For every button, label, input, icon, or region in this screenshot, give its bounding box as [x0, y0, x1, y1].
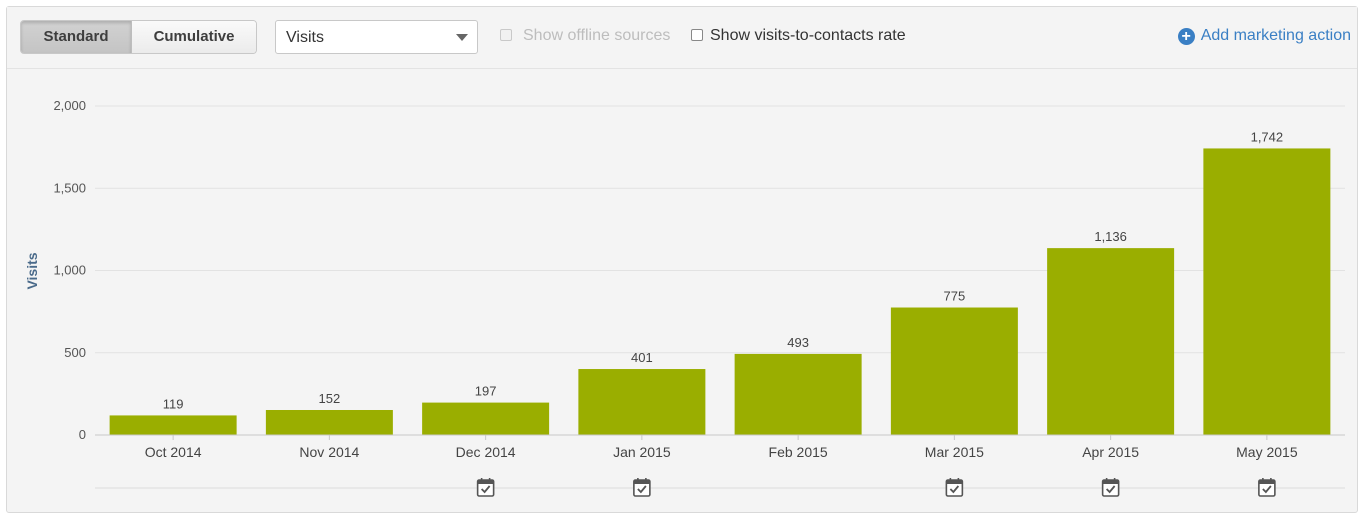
data-label: 493 [787, 335, 809, 350]
data-label: 197 [475, 384, 497, 399]
bar[interactable] [578, 369, 706, 435]
bar[interactable] [265, 409, 393, 435]
contacts-rate-checkbox[interactable] [691, 29, 703, 41]
calendar-check-icon[interactable] [945, 478, 964, 497]
bar[interactable] [1203, 148, 1331, 436]
x-tick-label: May 2015 [1236, 444, 1298, 460]
y-tick-label: 1,500 [53, 180, 86, 195]
add-marketing-action-label: Add marketing action [1200, 27, 1351, 44]
metric-select-value: Visits [286, 29, 324, 46]
add-marketing-action-link[interactable]: + Add marketing action [1177, 27, 1351, 45]
x-tick-label: Nov 2014 [299, 444, 359, 460]
bar[interactable] [890, 307, 1018, 435]
tab-standard[interactable]: Standard [21, 21, 132, 53]
data-label: 1,136 [1094, 229, 1127, 244]
plus-circle-icon: + [1177, 27, 1195, 45]
x-tick-label: Apr 2015 [1082, 444, 1139, 460]
toolbar: Standard Cumulative Visits Show offline … [7, 7, 1357, 69]
y-tick-label: 2,000 [53, 98, 86, 113]
calendar-check-icon[interactable] [1258, 478, 1276, 497]
view-toggle: Standard Cumulative [20, 20, 257, 54]
y-axis-label: Visits [24, 252, 40, 289]
data-label: 775 [944, 289, 966, 304]
offline-sources-checkbox [500, 29, 512, 41]
tab-cumulative[interactable]: Cumulative [132, 21, 256, 53]
contacts-rate-label[interactable]: Show visits-to-contacts rate [710, 27, 906, 44]
bar[interactable] [422, 402, 550, 435]
x-tick-label: Oct 2014 [145, 444, 202, 460]
calendar-check-icon[interactable] [476, 478, 495, 497]
data-label: 1,742 [1251, 129, 1284, 144]
x-tick-label: Jan 2015 [613, 444, 671, 460]
bar[interactable] [1047, 248, 1175, 435]
y-tick-label: 0 [79, 427, 86, 442]
x-tick-label: Mar 2015 [925, 444, 984, 460]
x-tick-label: Feb 2015 [769, 444, 828, 460]
data-label: 152 [319, 391, 341, 406]
calendar-check-icon[interactable] [1101, 478, 1120, 497]
offline-sources-label: Show offline sources [523, 27, 671, 44]
bar[interactable] [734, 353, 862, 435]
calendar-check-icon[interactable] [633, 478, 651, 497]
y-tick-label: 500 [64, 345, 86, 360]
x-tick-label: Dec 2014 [456, 444, 516, 460]
data-label: 401 [631, 350, 653, 365]
chevron-down-icon [456, 34, 468, 41]
metric-select[interactable]: Visits [275, 20, 478, 54]
y-tick-label: 1,000 [53, 263, 86, 278]
data-label: 119 [163, 396, 184, 411]
bar[interactable] [109, 415, 237, 435]
